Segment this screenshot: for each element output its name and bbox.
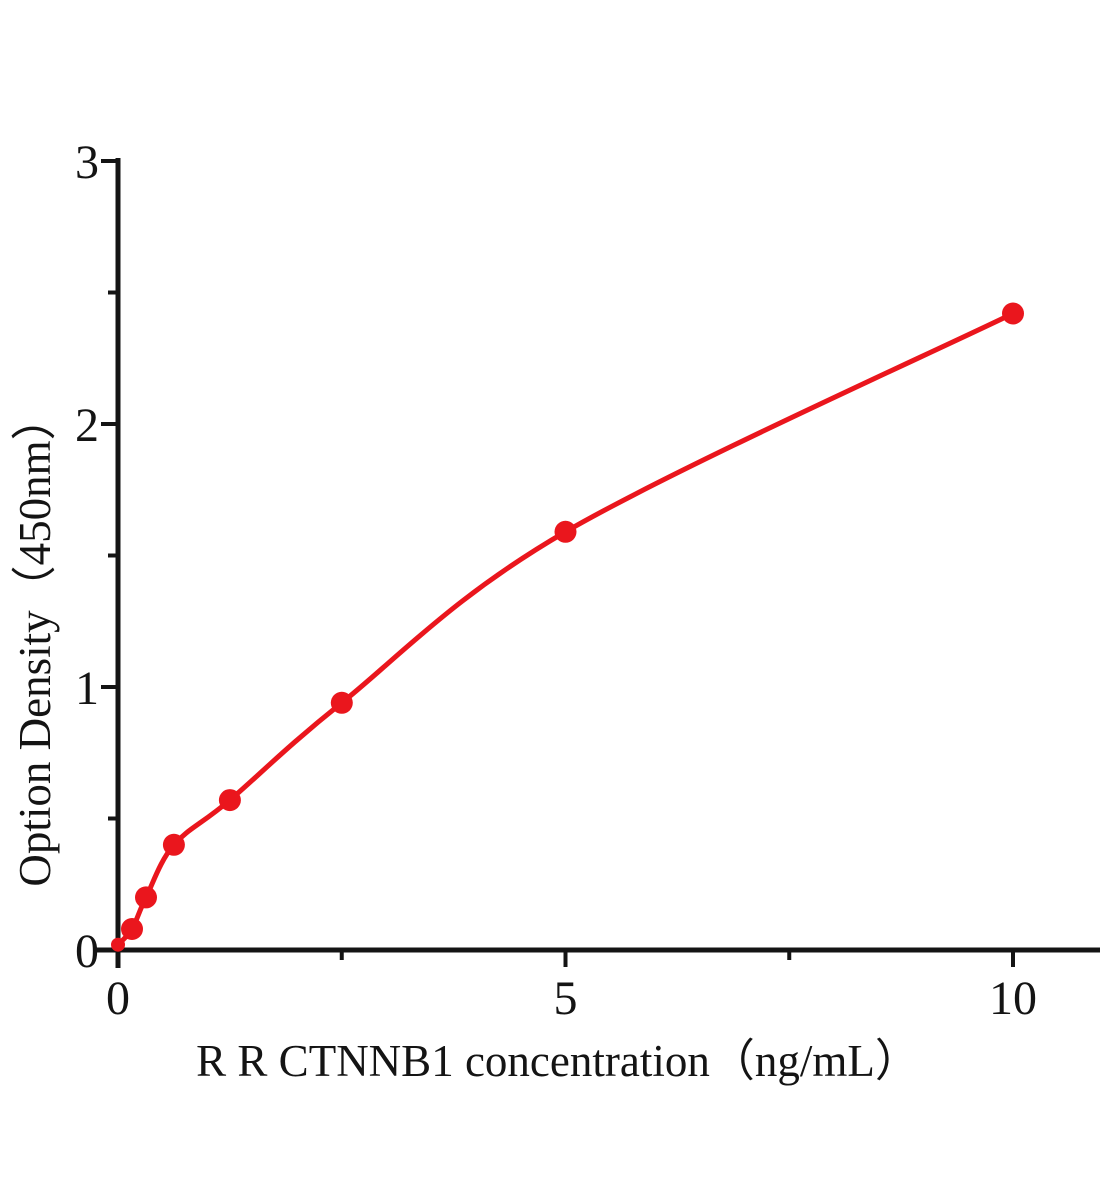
y-tick-label: 3 bbox=[75, 136, 99, 189]
y-tick-label: 1 bbox=[75, 662, 99, 715]
y-tick-label: 0 bbox=[75, 925, 99, 978]
axes bbox=[97, 158, 1100, 968]
data-point bbox=[135, 886, 157, 909]
x-tick-label: 10 bbox=[989, 972, 1037, 1025]
x-axis-tick-labels: 0 5 10 bbox=[106, 972, 1037, 1025]
data-point bbox=[162, 833, 185, 856]
y-axis-ticks bbox=[101, 159, 118, 952]
data-point bbox=[218, 789, 241, 812]
y-tick-label: 2 bbox=[75, 399, 99, 452]
data-point bbox=[554, 520, 577, 543]
data-point bbox=[330, 691, 353, 714]
x-axis-title: R R CTNNB1 concentration（ng/mL） bbox=[196, 1036, 920, 1086]
data-point bbox=[1002, 302, 1024, 325]
fitted-curve-line bbox=[115, 311, 1016, 948]
data-point bbox=[121, 918, 143, 940]
y-axis-title: Option Density（450nm） bbox=[10, 395, 60, 886]
y-axis-tick-labels: 0 1 2 3 bbox=[75, 136, 99, 978]
data-point bbox=[111, 937, 125, 952]
x-tick-label: 5 bbox=[554, 972, 578, 1025]
x-axis-ticks bbox=[116, 950, 1015, 967]
x-tick-label: 0 bbox=[106, 972, 130, 1025]
data-points bbox=[111, 302, 1024, 952]
